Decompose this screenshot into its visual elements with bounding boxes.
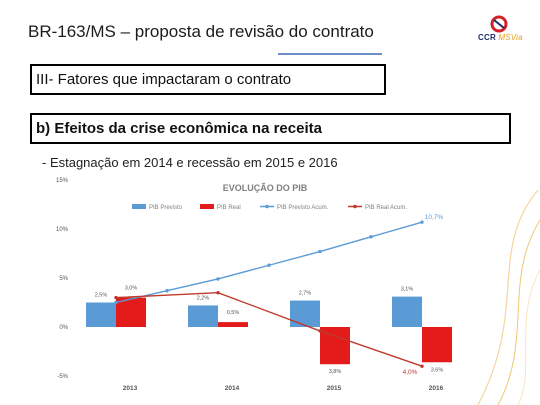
bar-value-label: 2,5% xyxy=(95,293,108,299)
chart-data-labels: 2,5% 2,2% 2,7% 3,1% 3,0% 0,5% 3,8% 3,6% 10,7% 4,0… xyxy=(95,214,444,376)
x-axis-ticks: 2013 2014 2015 2016 xyxy=(123,385,444,392)
series-line xyxy=(115,221,423,304)
bar xyxy=(86,302,116,327)
line-point xyxy=(114,295,118,300)
chart-lines xyxy=(114,220,424,368)
bar xyxy=(422,327,452,363)
line-point xyxy=(267,263,271,267)
subsection-heading: b) Efeitos da crise econômica na receita xyxy=(30,113,511,144)
chart-legend: PIB Previsto PIB Real PIB Previsto Acum. PI… xyxy=(132,204,407,211)
chart-title: EVOLUÇÃO DO PIB xyxy=(223,183,308,193)
legend-label-1: PIB Real xyxy=(217,205,241,211)
x-tick-label: 2014 xyxy=(225,385,240,392)
bar xyxy=(188,305,218,327)
line-point xyxy=(420,220,424,224)
line-point xyxy=(216,277,220,281)
legend-label-2: PIB Previsto Acum. xyxy=(277,205,329,211)
x-tick-label: 2015 xyxy=(327,385,342,392)
pib-chart: EVOLUÇÃO DO PIB PIB Previsto PIB Real PIB … xyxy=(56,178,452,392)
bar xyxy=(290,300,320,327)
logo-text-sub: MSVia xyxy=(498,33,523,42)
line-end-label: 10,7% xyxy=(425,214,444,221)
x-tick-label: 2013 xyxy=(123,385,138,392)
section-heading: III- Fatores que impactaram o contrato xyxy=(30,64,386,95)
line-end-label: 4,0% xyxy=(403,369,418,376)
y-tick-label: 0% xyxy=(59,325,68,331)
legend-label-0: PIB Previsto xyxy=(149,205,183,211)
slide-title: BR-163/MS – proposta de revisão do contr… xyxy=(28,22,374,41)
bar xyxy=(392,296,422,327)
y-axis-ticks: 15% 10% 5% 0% -5% xyxy=(56,178,69,380)
series-line xyxy=(115,291,423,367)
title-underline xyxy=(278,53,382,55)
bar-value-label: 3,1% xyxy=(401,287,414,293)
legend-swatch-0 xyxy=(132,204,146,209)
line-point xyxy=(216,291,220,295)
y-tick-label: 5% xyxy=(59,276,68,282)
logo-text: CCR MSVia xyxy=(478,33,523,42)
bar-value-label: 0,5% xyxy=(227,310,240,316)
line-point xyxy=(318,329,322,333)
y-tick-label: -5% xyxy=(57,374,68,380)
line-point xyxy=(114,300,118,305)
legend-marker-3 xyxy=(353,204,357,209)
bar-value-label: 2,2% xyxy=(197,295,210,301)
line-point xyxy=(318,249,322,254)
chart-bars xyxy=(86,296,452,365)
line-point xyxy=(369,235,373,239)
line-point xyxy=(420,364,424,368)
bar-value-label: 3,0% xyxy=(125,286,138,292)
bar xyxy=(116,297,146,327)
bullet-text: - Estagnação em 2014 e recessão em 2015 … xyxy=(42,155,338,170)
x-tick-label: 2016 xyxy=(429,385,444,392)
bar-value-label: 3,6% xyxy=(431,367,444,373)
logo-text-main: CCR xyxy=(478,33,496,42)
bar-value-label: 3,8% xyxy=(329,369,342,375)
ccr-logo-icon xyxy=(490,15,508,33)
y-tick-label: 15% xyxy=(56,178,69,184)
line-point xyxy=(165,289,169,293)
legend-swatch-1 xyxy=(200,204,214,209)
bar-value-label: 2,7% xyxy=(299,291,312,297)
y-tick-label: 10% xyxy=(56,227,69,233)
legend-label-3: PIB Real Acum. xyxy=(365,205,407,211)
decorative-swirl-icon xyxy=(477,190,540,405)
legend-marker-2 xyxy=(265,204,269,209)
bar xyxy=(218,322,248,327)
